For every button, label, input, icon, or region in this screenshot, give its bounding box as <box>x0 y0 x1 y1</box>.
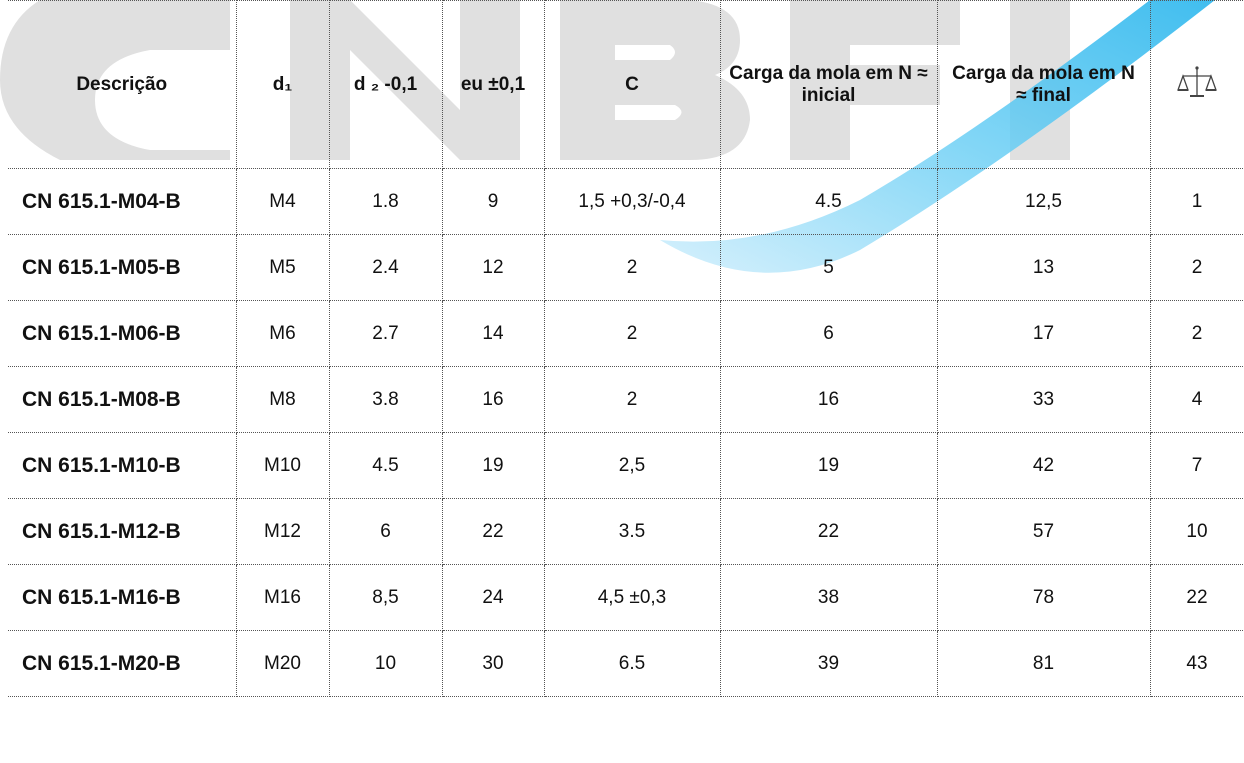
value-cell: 17 <box>936 300 1151 367</box>
table-row: CN 615.1-M08-B M8 3.8 16 2 16 33 4 <box>8 366 1244 433</box>
value-cell: 13 <box>936 234 1151 301</box>
value-cell: 38 <box>719 564 938 631</box>
description-cell: CN 615.1-M16-B <box>8 564 237 631</box>
value-cell: 1 <box>1149 168 1244 235</box>
value-cell: 33 <box>936 366 1151 433</box>
value-cell: 2 <box>1149 234 1244 301</box>
header-cell: eu ±0,1 <box>441 0 545 169</box>
value-cell: 4 <box>1149 366 1244 433</box>
value-cell: 2 <box>543 234 721 301</box>
value-cell: 3.8 <box>328 366 443 433</box>
value-cell: 14 <box>441 300 545 367</box>
value-cell: 30 <box>441 630 545 697</box>
value-cell: 19 <box>719 432 938 499</box>
header-cell: Carga da mola em N ≈ final <box>936 0 1151 169</box>
value-cell: 6 <box>328 498 443 565</box>
value-cell: 4,5 ±0,3 <box>543 564 721 631</box>
table-row: CN 615.1-M05-B M5 2.4 12 2 5 13 2 <box>8 234 1244 301</box>
table-row: CN 615.1-M20-B M20 10 30 6.5 39 81 43 <box>8 630 1244 697</box>
value-cell: 9 <box>441 168 545 235</box>
value-cell: 16 <box>719 366 938 433</box>
weight-icon <box>1177 65 1217 97</box>
value-cell: M10 <box>235 432 330 499</box>
header-row: Descrição d₁ d ₂ -0,1 eu ±0,1 C Carga da mola… <box>8 0 1244 169</box>
value-cell: 6.5 <box>543 630 721 697</box>
value-cell: 2 <box>1149 300 1244 367</box>
value-cell: 24 <box>441 564 545 631</box>
value-cell: 10 <box>328 630 443 697</box>
value-cell: 22 <box>441 498 545 565</box>
value-cell: 19 <box>441 432 545 499</box>
value-cell: 43 <box>1149 630 1244 697</box>
value-cell: 2 <box>543 300 721 367</box>
spec-table: Descrição d₁ d ₂ -0,1 eu ±0,1 C Carga da mola… <box>8 0 1244 697</box>
table-row: CN 615.1-M16-B M16 8,5 24 4,5 ±0,3 38 78 22 <box>8 564 1244 631</box>
header-cell: Descrição <box>8 0 237 169</box>
header-cell: C <box>543 0 721 169</box>
value-cell: 16 <box>441 366 545 433</box>
value-cell: 39 <box>719 630 938 697</box>
value-cell: 2 <box>543 366 721 433</box>
table-row: CN 615.1-M10-B M10 4.5 19 2,5 19 42 7 <box>8 432 1244 499</box>
value-cell: 2,5 <box>543 432 721 499</box>
value-cell: M20 <box>235 630 330 697</box>
value-cell: M16 <box>235 564 330 631</box>
description-cell: CN 615.1-M10-B <box>8 432 237 499</box>
value-cell: 1.8 <box>328 168 443 235</box>
value-cell: 42 <box>936 432 1151 499</box>
value-cell: 4.5 <box>719 168 938 235</box>
value-cell: 1,5 +0,3/-0,4 <box>543 168 721 235</box>
table-row: CN 615.1-M06-B M6 2.7 14 2 6 17 2 <box>8 300 1244 367</box>
value-cell: M4 <box>235 168 330 235</box>
value-cell: 7 <box>1149 432 1244 499</box>
value-cell: M12 <box>235 498 330 565</box>
value-cell: 22 <box>719 498 938 565</box>
header-cell: d₁ <box>235 0 330 169</box>
value-cell: M5 <box>235 234 330 301</box>
value-cell: 10 <box>1149 498 1244 565</box>
value-cell: 4.5 <box>328 432 443 499</box>
table-body: CN 615.1-M04-B M4 1.8 9 1,5 +0,3/-0,4 4.5 12,5… <box>8 168 1244 697</box>
value-cell: M8 <box>235 366 330 433</box>
header-cell: d ₂ -0,1 <box>328 0 443 169</box>
value-cell: 12 <box>441 234 545 301</box>
weight-icon-cell <box>1149 0 1244 169</box>
value-cell: 3.5 <box>543 498 721 565</box>
value-cell: 81 <box>936 630 1151 697</box>
description-cell: CN 615.1-M20-B <box>8 630 237 697</box>
value-cell: 12,5 <box>936 168 1151 235</box>
value-cell: 2.7 <box>328 300 443 367</box>
table-row: CN 615.1-M12-B M12 6 22 3.5 22 57 10 <box>8 498 1244 565</box>
description-cell: CN 615.1-M12-B <box>8 498 237 565</box>
value-cell: 2.4 <box>328 234 443 301</box>
value-cell: 8,5 <box>328 564 443 631</box>
value-cell: 22 <box>1149 564 1244 631</box>
table-row: CN 615.1-M04-B M4 1.8 9 1,5 +0,3/-0,4 4.5 12,5… <box>8 168 1244 235</box>
description-cell: CN 615.1-M08-B <box>8 366 237 433</box>
value-cell: 57 <box>936 498 1151 565</box>
value-cell: M6 <box>235 300 330 367</box>
description-cell: CN 615.1-M04-B <box>8 168 237 235</box>
value-cell: 78 <box>936 564 1151 631</box>
header-cell: Carga da mola em N ≈ inicial <box>719 0 938 169</box>
description-cell: CN 615.1-M05-B <box>8 234 237 301</box>
value-cell: 6 <box>719 300 938 367</box>
value-cell: 5 <box>719 234 938 301</box>
description-cell: CN 615.1-M06-B <box>8 300 237 367</box>
